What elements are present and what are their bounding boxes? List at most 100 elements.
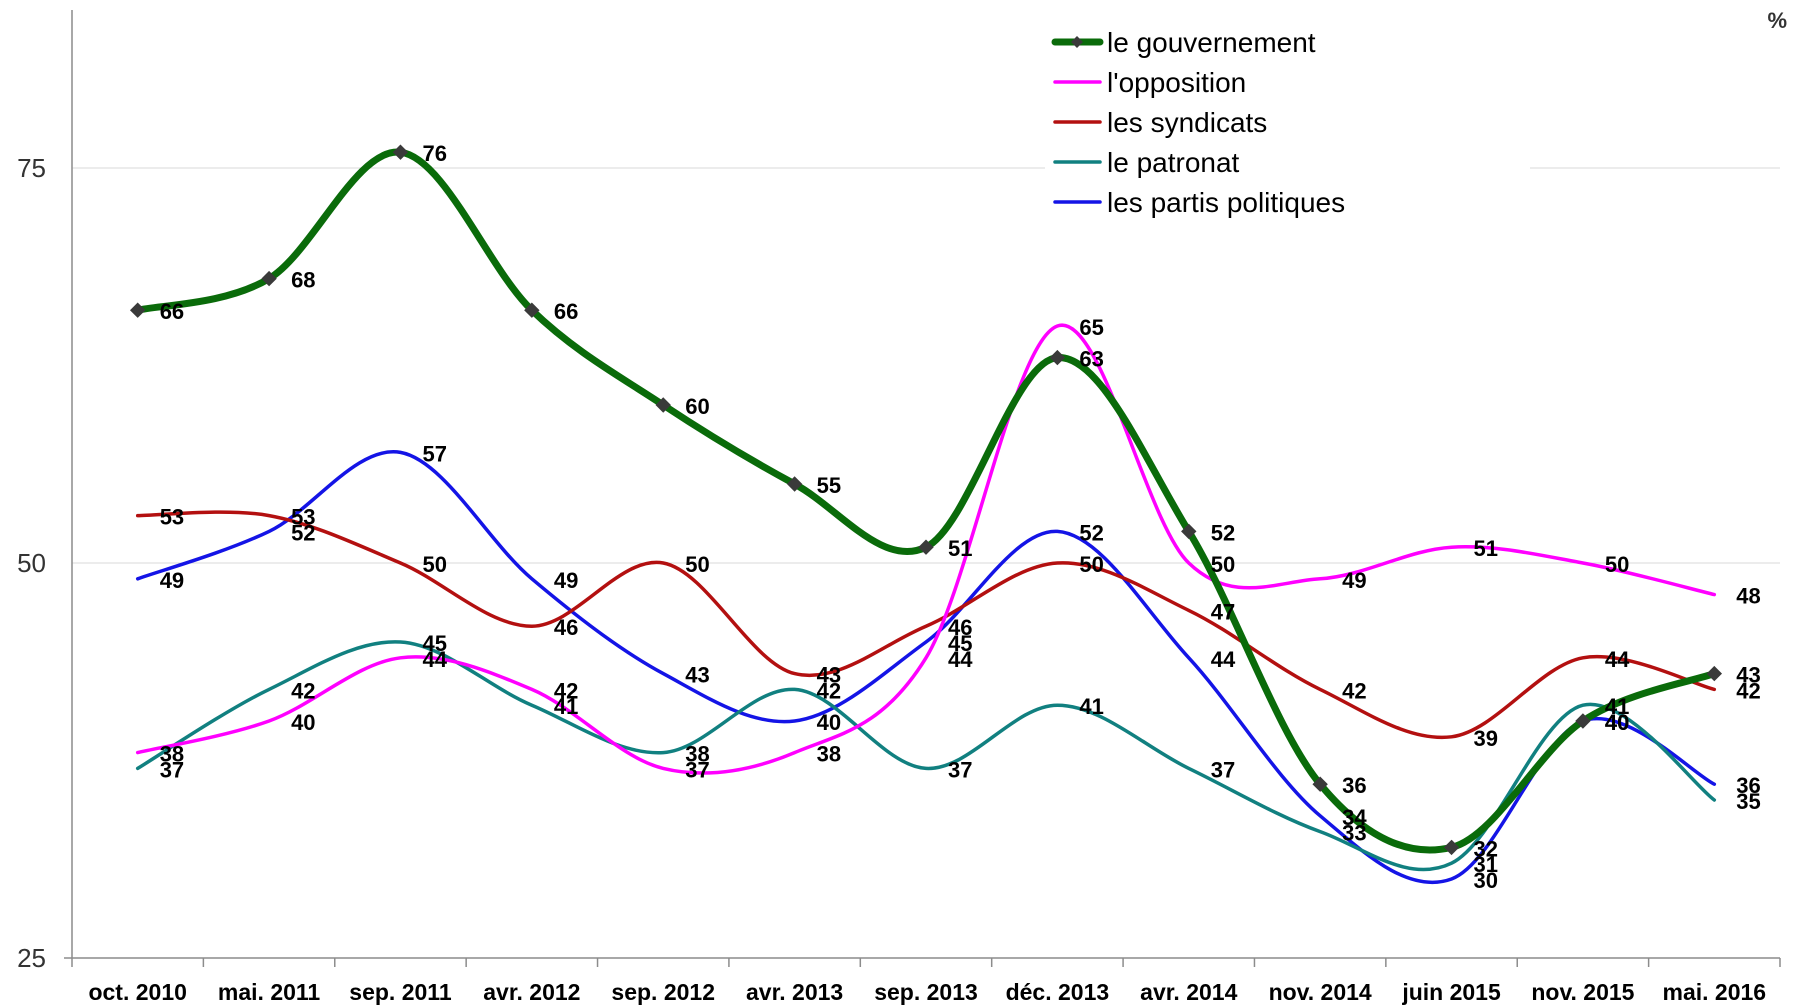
data-label-le-gouvernement: 40 — [1605, 710, 1629, 735]
x-tick-label: nov. 2015 — [1531, 979, 1634, 1005]
x-tick-label: mai. 2011 — [218, 979, 321, 1005]
x-tick-label: sep. 2011 — [349, 979, 452, 1005]
legend-label-l-opposition: l'opposition — [1107, 67, 1246, 98]
data-label-les-partis-politiques: 40 — [1605, 710, 1629, 735]
data-label-le-gouvernement: 60 — [685, 394, 709, 419]
data-label-le-patronat: 41 — [1079, 694, 1103, 719]
data-point-marker — [1312, 776, 1328, 792]
data-label-les-syndicats: 50 — [422, 552, 446, 577]
legend-label-les-syndicats: les syndicats — [1107, 107, 1267, 138]
series-line-l-opposition — [135, 323, 1717, 775]
legend-label-les-partis-politiques: les partis politiques — [1107, 187, 1345, 218]
data-label-l-opposition: 48 — [1736, 584, 1760, 609]
x-tick-label: déc. 2013 — [1006, 979, 1110, 1005]
x-tick-label: juin 2015 — [1401, 979, 1501, 1005]
data-point-marker — [1575, 713, 1591, 729]
data-label-les-partis-politiques: 34 — [1342, 805, 1367, 830]
data-label-l-opposition: 44 — [948, 647, 973, 672]
data-label-le-gouvernement: 36 — [1342, 773, 1366, 798]
legend-background — [1045, 8, 1530, 213]
data-label-les-partis-politiques: 43 — [685, 663, 709, 688]
data-labels: 6668766660555163523632404338404442373844… — [160, 141, 1761, 893]
data-label-le-patronat: 33 — [1342, 821, 1366, 846]
data-label-le-patronat: 37 — [160, 757, 184, 782]
data-label-les-partis-politiques: 44 — [1211, 647, 1236, 672]
data-label-l-opposition: 51 — [1474, 536, 1498, 561]
gridlines — [72, 167, 1780, 564]
data-label-les-syndicats: 46 — [554, 615, 578, 640]
data-point-marker — [524, 302, 540, 318]
axes: 25 50 75 oct. 2010 mai. 2011 sep. 2011 avr. 20… — [17, 8, 1787, 1005]
data-label-le-gouvernement: 43 — [1736, 663, 1760, 688]
x-tick-label: oct. 2010 — [88, 979, 186, 1005]
data-label-le-patronat: 38 — [685, 742, 709, 767]
data-label-les-syndicats: 50 — [685, 552, 709, 577]
data-label-le-gouvernement: 32 — [1474, 836, 1498, 861]
data-point-marker — [918, 539, 934, 555]
x-tick-label: nov. 2014 — [1269, 979, 1372, 1005]
data-label-le-gouvernement: 68 — [291, 268, 315, 293]
legend-label-le-gouvernement: le gouvernement — [1107, 27, 1316, 58]
data-label-les-partis-politiques: 30 — [1474, 868, 1498, 893]
data-label-l-opposition: 44 — [422, 647, 447, 672]
data-point-marker — [655, 397, 671, 413]
data-label-les-partis-politiques: 36 — [1736, 773, 1760, 798]
data-label-les-syndicats: 46 — [948, 615, 972, 640]
x-tick-label: sep. 2013 — [874, 979, 978, 1005]
data-label-les-syndicats: 53 — [160, 505, 184, 530]
x-tick-label: avr. 2014 — [1140, 979, 1237, 1005]
data-label-les-partis-politiques: 45 — [948, 631, 972, 656]
legend-label-le-patronat: le patronat — [1107, 147, 1240, 178]
data-label-le-gouvernement: 66 — [160, 299, 184, 324]
data-label-les-partis-politiques: 49 — [160, 568, 184, 593]
data-label-les-partis-politiques: 52 — [1079, 520, 1103, 545]
data-label-le-patronat: 42 — [291, 678, 315, 703]
data-label-les-syndicats: 47 — [1211, 599, 1235, 624]
y-tick-label: 25 — [17, 943, 46, 973]
data-point-marker — [1181, 523, 1197, 540]
data-label-le-patronat: 35 — [1736, 789, 1760, 814]
data-label-l-opposition: 37 — [685, 757, 709, 782]
data-label-les-syndicats: 42 — [1736, 678, 1760, 703]
data-label-les-partis-politiques: 52 — [291, 520, 315, 545]
data-label-l-opposition: 42 — [554, 678, 578, 703]
data-label-le-gouvernement: 51 — [948, 536, 972, 561]
data-label-le-patronat: 41 — [1605, 694, 1629, 719]
data-label-le-patronat: 31 — [1474, 852, 1498, 877]
data-point-marker — [1443, 839, 1460, 856]
series-lines — [129, 144, 1723, 885]
data-label-les-syndicats: 50 — [1079, 552, 1103, 577]
data-label-les-syndicats: 44 — [1605, 647, 1630, 672]
data-point-marker — [392, 144, 409, 160]
x-tick-label: mai. 2016 — [1663, 979, 1767, 1005]
data-point-marker — [261, 270, 277, 287]
data-label-l-opposition: 50 — [1605, 552, 1629, 577]
data-label-le-gouvernement: 76 — [422, 141, 446, 166]
data-label-l-opposition: 40 — [291, 710, 315, 735]
data-label-les-syndicats: 39 — [1474, 726, 1498, 751]
data-label-les-partis-politiques: 49 — [554, 568, 578, 593]
data-label-les-syndicats: 43 — [817, 663, 841, 688]
data-label-le-patronat: 37 — [1211, 757, 1235, 782]
data-label-le-patronat: 37 — [948, 757, 972, 782]
data-label-le-gouvernement: 52 — [1211, 520, 1235, 545]
data-label-le-gouvernement: 63 — [1079, 347, 1103, 372]
x-tick-label: sep. 2012 — [611, 979, 715, 1005]
data-point-marker — [129, 302, 146, 318]
y-tick-label: 75 — [17, 153, 46, 183]
data-label-le-gouvernement: 66 — [554, 299, 578, 324]
data-label-l-opposition: 38 — [160, 742, 184, 767]
data-label-l-opposition: 65 — [1079, 315, 1103, 340]
data-label-le-patronat: 45 — [422, 631, 446, 656]
series-line-les-partis-politiques — [135, 450, 1717, 885]
data-label-l-opposition: 49 — [1342, 568, 1366, 593]
x-tick-label: avr. 2012 — [483, 979, 580, 1005]
data-label-les-partis-politiques: 57 — [422, 441, 446, 466]
data-label-le-gouvernement: 55 — [817, 473, 841, 498]
y-tick-label: 50 — [17, 548, 46, 578]
data-point-marker — [786, 476, 803, 492]
data-point-marker — [1049, 349, 1066, 366]
data-label-le-patronat: 41 — [554, 694, 578, 719]
data-label-les-syndicats: 42 — [1342, 678, 1366, 703]
